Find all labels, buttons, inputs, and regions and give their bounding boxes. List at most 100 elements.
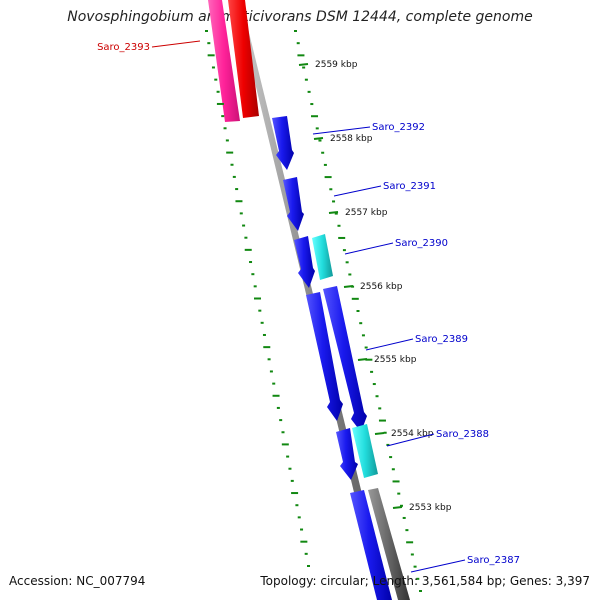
dotted-track-left <box>205 30 310 567</box>
track-dot <box>297 54 305 57</box>
track-dot <box>315 127 319 130</box>
track-dot <box>205 30 208 32</box>
gene-label-saro-2393[interactable]: Saro_2393 <box>97 42 150 53</box>
track-dot <box>321 151 325 154</box>
pink-feature <box>208 0 240 122</box>
gene-label-saro-2387[interactable]: Saro_2387 <box>467 555 520 566</box>
track-dot <box>372 383 376 386</box>
track-dot <box>345 261 349 264</box>
genome-summary-label: Topology: circular; Length: 3,561,584 bp… <box>260 574 590 588</box>
track-dot <box>242 224 246 227</box>
gene-callouts: Saro_2393 Saro_2392 Saro_2391 Saro_2390 Saro… <box>97 40 520 573</box>
gene-label-saro-2390[interactable]: Saro_2390 <box>395 238 448 249</box>
gene-feature-saro-2392 <box>272 116 294 170</box>
scale-ticks: 2559 kbp 2558 kbp 2557 kbp 2556 kbp 2555 kbp… <box>298 60 452 513</box>
gene-leader-line <box>333 185 382 197</box>
track-dot <box>244 236 248 239</box>
scale-tick-label: 2559 kbp <box>315 60 358 70</box>
track-dot <box>337 224 341 227</box>
track-dot <box>302 66 306 69</box>
track-dot <box>300 528 304 531</box>
gene-label-saro-2388[interactable]: Saro_2388 <box>436 429 489 440</box>
track-dot <box>416 577 420 580</box>
cyan-feature-2 <box>352 424 378 478</box>
track-dot <box>221 115 225 118</box>
track-dot <box>207 54 215 57</box>
track-dot <box>338 236 346 239</box>
track-dot <box>304 78 308 81</box>
gene-label-saro-2391[interactable]: Saro_2391 <box>383 181 436 192</box>
gene-feature-saro-2390 <box>294 236 315 288</box>
track-dot <box>253 285 257 288</box>
track-dot <box>359 322 363 325</box>
gene-leader-line <box>151 40 201 48</box>
track-dot <box>232 175 236 178</box>
scale-tick-mark <box>328 211 339 214</box>
scale-tick-label: 2553 kbp <box>409 503 452 513</box>
gene-leader-line <box>410 559 466 573</box>
track-dot <box>399 504 403 507</box>
track-dot <box>244 248 252 251</box>
track-dot <box>272 382 276 385</box>
track-dot <box>263 346 271 349</box>
scale-tick-mark <box>298 63 309 66</box>
accession-label: Accession: NC_007794 <box>9 574 146 588</box>
track-dot <box>391 468 395 471</box>
track-dot <box>258 309 262 312</box>
gene-leader-line <box>344 242 394 255</box>
track-dot <box>235 188 239 191</box>
cyan-feature-1 <box>312 234 333 280</box>
track-dot <box>294 30 297 32</box>
scale-tick-mark <box>374 432 385 435</box>
gene-leader-line <box>312 126 371 135</box>
track-dot <box>332 200 336 203</box>
gene-leader-line <box>386 433 435 447</box>
track-dot <box>286 455 290 458</box>
gene-feature-saro-2387 <box>350 490 392 600</box>
track-dot <box>307 90 311 93</box>
track-dot <box>397 492 401 495</box>
track-dot <box>295 504 299 507</box>
track-dot <box>318 139 322 142</box>
track-dot <box>272 394 280 397</box>
track-dot <box>334 212 338 215</box>
track-dot <box>419 590 422 592</box>
track-dot <box>324 176 332 179</box>
track-dot <box>216 90 220 93</box>
track-dot <box>226 151 234 154</box>
track-dot <box>378 407 382 410</box>
track-dot <box>386 443 390 446</box>
track-dot <box>307 565 310 567</box>
gene-feature-saro-2391 <box>283 177 304 231</box>
track-dot <box>310 103 314 106</box>
gene-leader-line <box>365 338 414 351</box>
track-dot <box>297 516 301 519</box>
map-title: Novosphingobium aromaticivorans DSM 1244… <box>67 9 533 25</box>
track-dot <box>281 443 289 446</box>
gene-label-saro-2392[interactable]: Saro_2392 <box>372 122 425 133</box>
track-dot <box>290 479 294 482</box>
track-dot <box>254 297 261 300</box>
track-dot <box>211 66 215 69</box>
track-dot <box>235 200 243 203</box>
track-dot <box>410 553 414 556</box>
track-dot <box>383 431 387 434</box>
scale-tick-mark <box>357 358 368 361</box>
track-dot <box>375 395 379 398</box>
track-dot <box>356 310 360 312</box>
track-dot <box>260 321 264 324</box>
track-dot <box>364 346 368 349</box>
gene-feature-saro-2389-a <box>306 292 343 421</box>
track-dot <box>342 249 346 252</box>
gene-label-saro-2389[interactable]: Saro_2389 <box>415 334 468 345</box>
track-dot <box>406 541 414 544</box>
track-dot <box>389 456 393 459</box>
track-dot <box>207 42 211 45</box>
track-dot <box>370 370 374 373</box>
track-dot <box>267 358 271 361</box>
track-dot <box>249 261 253 264</box>
scale-tick-label: 2556 kbp <box>360 282 403 292</box>
scale-tick-label: 2557 kbp <box>345 208 388 218</box>
